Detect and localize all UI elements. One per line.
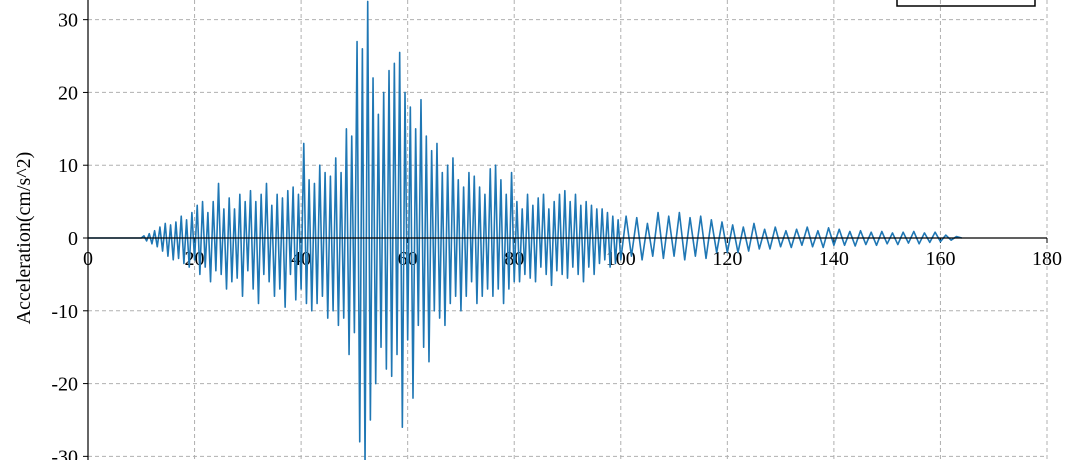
y-axis-label: Acceleration(cm/s^2) xyxy=(13,152,35,325)
y-tick-label: 30 xyxy=(58,10,78,32)
x-tick-label: 160 xyxy=(925,248,955,270)
y-tick-label: 10 xyxy=(58,155,78,177)
x-tick-label: 140 xyxy=(819,248,849,270)
data-line xyxy=(88,0,962,460)
x-tick-label: 120 xyxy=(712,248,742,270)
y-tick-label: -10 xyxy=(51,301,78,323)
x-tick-label: 180 xyxy=(1032,248,1062,270)
y-tick-label: 0 xyxy=(68,228,78,250)
y-tick-label: -30 xyxy=(51,446,78,460)
y-tick-label: -20 xyxy=(51,374,78,396)
x-tick-label: 60 xyxy=(398,248,418,270)
y-tick-label: 20 xyxy=(58,82,78,104)
legend-box xyxy=(896,0,1036,7)
